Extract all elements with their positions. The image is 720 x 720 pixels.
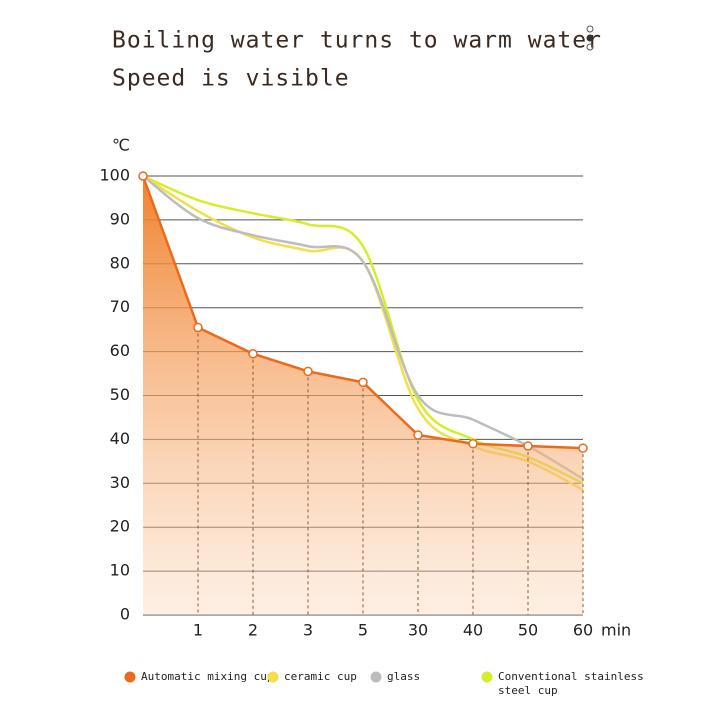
plot: 0 10 20 30 40 50 60 70 80 90 100 1 2 3 5 30 40 50 60 min Aut… — [99, 166, 643, 698]
y-tick-label: 40 — [110, 429, 130, 448]
y-tick-label: 90 — [110, 209, 130, 228]
legend-marker — [267, 671, 279, 683]
x-tick-label: 2 — [248, 621, 258, 640]
data-point — [193, 322, 203, 333]
x-tick-label: 1 — [193, 621, 203, 640]
legend-marker — [370, 671, 382, 683]
chart-title: Boiling water turns to warm water — [112, 28, 602, 54]
data-point — [248, 349, 258, 359]
x-tick-label: 40 — [463, 621, 483, 640]
legend-label: ceramic cup — [284, 670, 357, 683]
legend-label: glass — [387, 670, 420, 683]
x-tick-label: 50 — [518, 621, 538, 640]
legend-label-line: steel cup — [498, 684, 558, 697]
y-tick-label: 60 — [110, 341, 130, 360]
y-tick-label: 0 — [120, 605, 130, 624]
data-point — [413, 430, 423, 440]
data-point — [468, 439, 478, 449]
y-tick-label: 30 — [110, 473, 130, 492]
x-tick-label: 3 — [303, 621, 313, 640]
data-point — [523, 441, 533, 451]
y-tick-label: 70 — [110, 297, 130, 316]
data-point — [358, 377, 368, 388]
data-point — [303, 366, 313, 377]
data-point — [578, 443, 588, 453]
chart-subtitle: Speed is visible — [112, 66, 350, 92]
x-tick-label: 5 — [358, 621, 368, 640]
x-axis-label: min — [601, 621, 631, 640]
legend-label: Automatic mixing cup — [141, 670, 273, 683]
y-axis-label: ℃ — [112, 136, 130, 155]
legend-marker — [481, 671, 493, 683]
legend-label: Conventional stainless steel cup — [498, 670, 644, 697]
y-tick-label: 10 — [110, 561, 130, 580]
decor-dots — [586, 25, 594, 51]
legend-label-line: Conventional stainless — [498, 670, 644, 683]
y-tick-label: 100 — [99, 166, 130, 185]
series-line — [142, 175, 584, 480]
x-tick-label: 30 — [408, 621, 428, 640]
y-tick-label: 20 — [110, 517, 130, 536]
x-tick-label: 60 — [573, 621, 593, 640]
y-tick-label: 80 — [110, 253, 130, 272]
y-tick-label: 50 — [110, 385, 130, 404]
data-point — [138, 171, 148, 181]
legend-marker — [124, 671, 136, 683]
